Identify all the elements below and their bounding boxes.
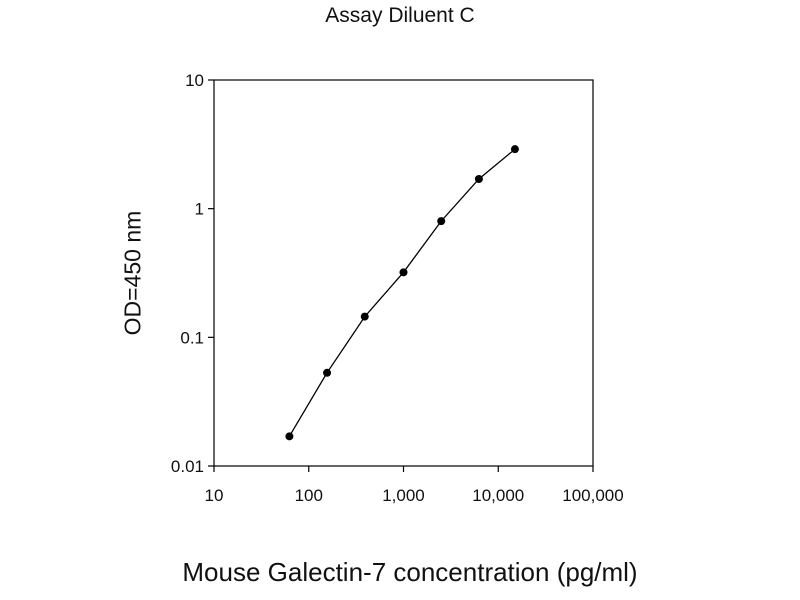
series-line <box>288 148 516 437</box>
x-axis-label: Mouse Galectin-7 concentration (pg/ml) <box>182 557 638 587</box>
y-tick-label: 10 <box>185 71 204 90</box>
data-point <box>360 312 369 321</box>
chart-title: Assay Diluent C <box>325 4 475 27</box>
y-tick-label: 1 <box>195 200 204 219</box>
data-point <box>323 368 332 377</box>
x-tick-label: 10 <box>205 486 224 505</box>
y-tick-label: 0.01 <box>171 457 204 476</box>
data-series <box>285 145 519 441</box>
x-tick-label: 10,000 <box>472 486 524 505</box>
data-point <box>285 432 294 441</box>
y-axis: 0.01 0.1 1 10 <box>171 71 214 476</box>
y-tick-label: 0.1 <box>180 328 204 347</box>
x-axis: 10 100 1,000 10,000 100,000 <box>205 466 624 505</box>
x-tick-label: 100,000 <box>562 486 623 505</box>
x-tick-label: 1,000 <box>382 486 425 505</box>
x-tick-label: 100 <box>295 486 323 505</box>
data-point <box>399 268 408 277</box>
data-point <box>510 145 519 154</box>
data-point <box>474 175 483 184</box>
data-point <box>437 217 446 226</box>
